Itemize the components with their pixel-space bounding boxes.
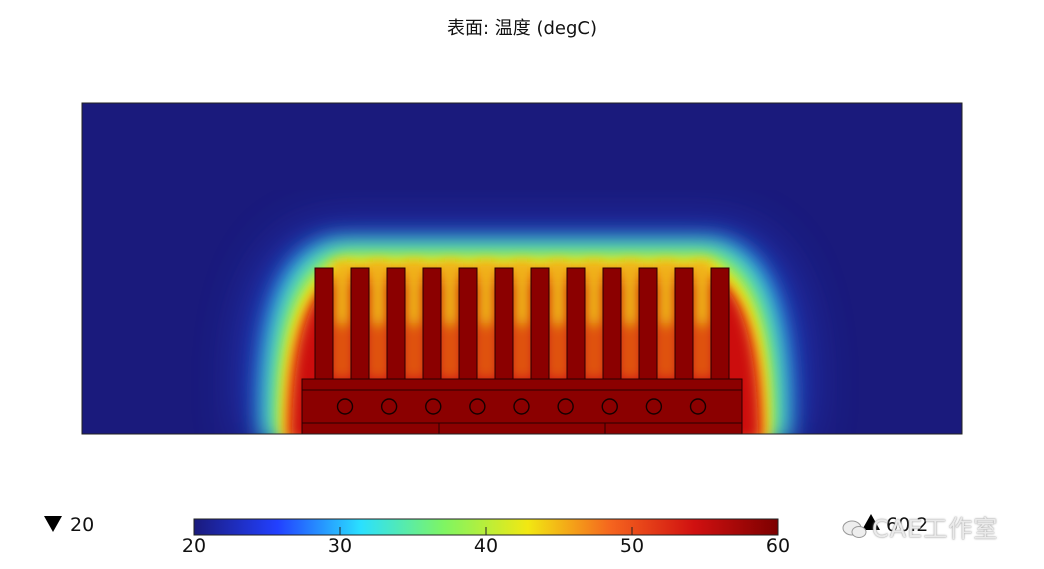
fin-gap-hot-zone <box>623 323 637 379</box>
fin-gap-hot-zone <box>695 323 709 379</box>
heat-sink-fin <box>386 267 406 380</box>
heat-sink-fin <box>458 267 478 380</box>
heat-sink-fin <box>602 267 622 380</box>
heat-sink-fin <box>422 267 442 380</box>
heat-pipe <box>645 398 663 415</box>
fin-gap-hot-zone <box>443 323 457 379</box>
heat-sink-fin <box>530 267 550 380</box>
wechat-icon <box>842 520 867 538</box>
colorbar-tick-label: 50 <box>619 535 645 557</box>
triangle-up-icon <box>862 514 880 530</box>
heat-pipe <box>425 398 442 415</box>
max-value: 60.2 <box>886 514 929 536</box>
heat-pipe <box>380 398 398 415</box>
colorbar-tick-label: 20 <box>181 535 207 557</box>
fin-gap-hot-zone <box>551 323 565 379</box>
heat-pipe <box>469 398 486 415</box>
colorbar-tick-label: 60 <box>765 535 791 557</box>
min-value-marker: 20 <box>44 514 94 536</box>
fin-gap-hot-zone <box>407 323 421 379</box>
heat-sink-fin <box>710 267 730 380</box>
heat-sink-fin <box>638 267 658 380</box>
heat-sink <box>301 267 743 435</box>
fin-gap-hot-zone <box>371 323 385 379</box>
min-value: 20 <box>70 514 95 536</box>
heat-pipe <box>513 398 530 415</box>
heat-sink-fin <box>494 267 514 380</box>
domain-border <box>81 102 963 435</box>
fin-gap-hot-zone <box>659 323 673 379</box>
heat-sink-fin <box>350 267 370 380</box>
heat-pipe <box>689 398 707 415</box>
fin-gap-hot-zone <box>335 323 349 379</box>
colorbar-tick-label: 30 <box>327 535 353 557</box>
heat-pipe <box>601 398 618 415</box>
triangle-down-icon <box>44 516 62 532</box>
plot-title: 表面: 温度 (degC) <box>446 18 598 39</box>
heat-sink-fin <box>314 267 334 380</box>
colorbar-ticks <box>193 527 779 535</box>
watermark-text: CAE工作室 <box>872 515 999 543</box>
fin-gap-hot-zone <box>515 323 529 379</box>
heat-pipe <box>336 398 354 415</box>
fin-gap-hot-zone <box>479 323 493 379</box>
fin-gap-hot-zone <box>587 323 601 379</box>
heat-sink-fin <box>674 267 694 380</box>
watermark: CAE工作室 <box>842 509 998 544</box>
heat-pipe <box>557 398 574 415</box>
heat-sink-fin <box>566 267 586 380</box>
colorbar-tick-label: 40 <box>473 535 499 557</box>
max-value-marker: 60.2 <box>862 514 928 536</box>
